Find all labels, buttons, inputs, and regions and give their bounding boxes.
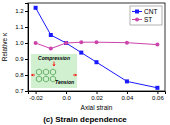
y-tick: 1.1	[15, 24, 28, 30]
x-tick: -0.02	[29, 91, 43, 101]
x-tick-label: -0.02	[29, 95, 43, 101]
x-tick: 0.0	[62, 91, 71, 101]
data-point	[49, 33, 53, 37]
data-point	[79, 40, 83, 44]
data-point	[49, 47, 53, 51]
inset-arrow-head	[32, 74, 34, 76]
x-tick-label: 0.06	[152, 95, 164, 101]
data-point	[125, 79, 129, 83]
inset-hexagon	[36, 69, 41, 75]
legend-label: ST	[144, 16, 152, 23]
legend-marker	[135, 18, 139, 22]
data-point	[95, 40, 99, 44]
inset-hexagon	[36, 76, 41, 82]
y-tick: 0.8	[15, 72, 28, 78]
y-tick-label: 0.7	[15, 88, 24, 94]
y-axis-title: Relative κ	[1, 32, 8, 61]
x-tick: 0.06	[152, 91, 164, 101]
plot-area: -0.02 0.0 0.02 0.04 0.06 0.7 0.8 0.9 1.0 1.1 1.2 Co…	[15, 3, 165, 101]
chart: -0.02 0.0 0.02 0.04 0.06 0.7 0.8 0.9 1.0 1.1 1.2 Co…	[0, 0, 170, 125]
x-tick-mark	[36, 91, 37, 94]
y-tick-label: 0.9	[15, 56, 24, 62]
x-tick-label: 0.02	[91, 95, 103, 101]
inset-arrow-head	[53, 64, 55, 66]
inset-arrow	[32, 75, 36, 76]
inset-hexagon	[43, 76, 48, 82]
y-tick: 1.0	[15, 40, 28, 46]
legend-label: CNT	[144, 8, 157, 15]
y-tick-mark	[25, 11, 28, 12]
data-point	[79, 51, 83, 55]
data-point	[64, 41, 68, 45]
data-point	[34, 6, 38, 10]
y-tick-label: 1.2	[15, 8, 24, 14]
x-axis: -0.02 0.0 0.02 0.04 0.06	[29, 91, 166, 101]
y-axis: 0.7 0.8 0.9 1.0 1.1 1.2	[15, 4, 28, 95]
x-axis-title: Axial strain	[81, 104, 113, 111]
x-tick: 0.02	[91, 91, 103, 101]
y-tick: 1.2	[15, 8, 28, 14]
annotation: Compression	[38, 55, 70, 61]
inset-arrow-head	[75, 74, 77, 76]
y-tick-mark	[25, 59, 28, 60]
legend-marker	[135, 10, 139, 14]
y-tick-label: 0.8	[15, 72, 24, 78]
y-tick-label: 1.0	[15, 40, 24, 46]
legend-box	[130, 6, 162, 25]
y-tick-mark	[25, 43, 28, 44]
data-point	[125, 41, 129, 45]
data-point	[95, 60, 99, 64]
y-tick-label: 1.1	[15, 24, 24, 30]
plot-frame	[28, 3, 165, 91]
y-tick-mark	[25, 91, 28, 92]
data-point	[155, 43, 159, 47]
y-tick: 0.9	[15, 56, 28, 62]
inset-background	[31, 54, 77, 88]
x-axis-line	[29, 92, 166, 95]
inset-arrow	[54, 62, 55, 67]
inset: Compression Tension	[31, 54, 77, 88]
series-line	[36, 8, 158, 88]
y-tick-mark	[25, 75, 28, 76]
x-tick-mark	[97, 91, 98, 94]
inset-hexagon	[43, 69, 48, 75]
inset-arrow	[73, 75, 77, 76]
inset-hexagon	[50, 69, 55, 75]
y-axis-line	[25, 4, 29, 92]
legend: CNTST	[130, 6, 162, 25]
y-tick: 0.7	[15, 88, 28, 94]
x-tick-mark	[66, 91, 67, 94]
x-tick-label: 0.04	[122, 95, 134, 101]
x-tick-mark	[127, 91, 128, 94]
x-tick-mark	[157, 91, 158, 94]
chart-title: (c) Strain dependence	[43, 115, 127, 124]
annotation: Tension	[55, 79, 74, 85]
data-point	[34, 41, 38, 45]
x-tick-label: 0.0	[62, 95, 71, 101]
x-tick: 0.04	[122, 91, 134, 101]
y-tick-mark	[25, 27, 28, 28]
data-point	[155, 86, 159, 90]
data-point	[64, 41, 68, 45]
